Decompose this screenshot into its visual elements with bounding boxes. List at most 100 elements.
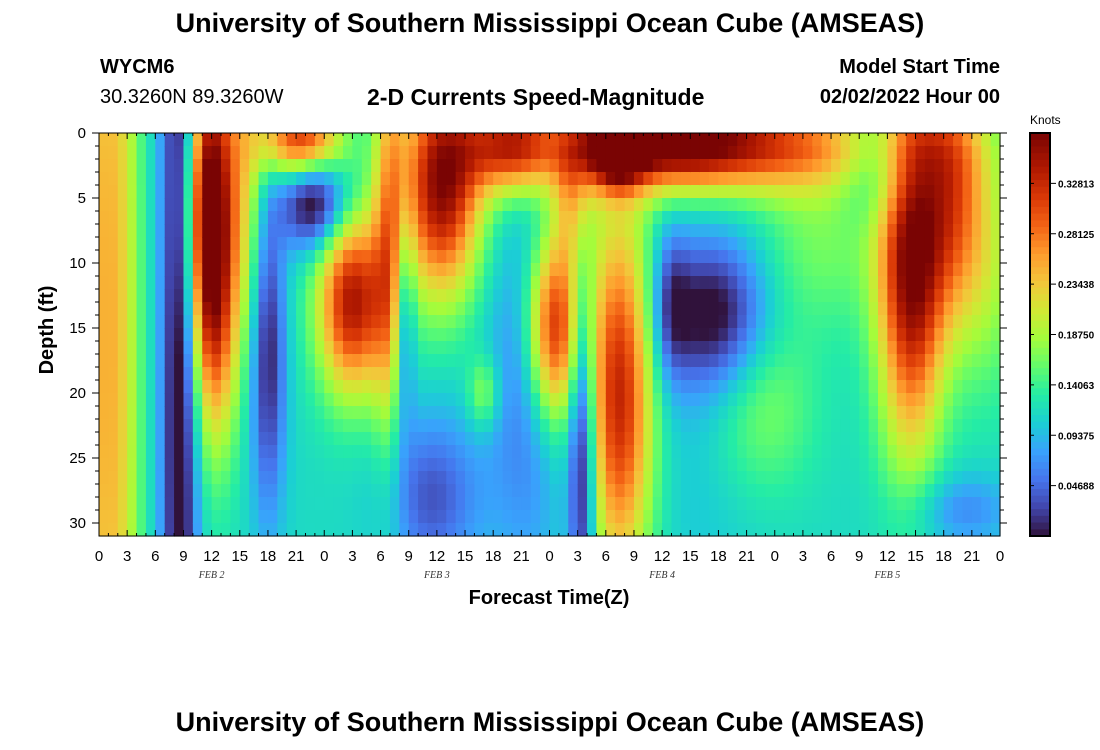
heatmap-cell <box>802 341 813 355</box>
heatmap-cell <box>408 328 419 342</box>
colorbar-swatch <box>1030 488 1050 497</box>
heatmap-cell <box>953 341 964 355</box>
heatmap-cell <box>145 172 156 186</box>
heatmap-cell <box>108 445 119 459</box>
heatmap-cell <box>324 211 335 225</box>
heatmap-cell <box>971 497 982 511</box>
heatmap-cell <box>277 328 288 342</box>
heatmap-cell <box>802 419 813 433</box>
heatmap-cell <box>108 250 119 264</box>
heatmap-cell <box>474 133 485 147</box>
heatmap-cell <box>221 458 231 472</box>
heatmap-cell <box>962 380 973 394</box>
heatmap-cell <box>981 172 992 186</box>
heatmap-cell <box>624 185 635 199</box>
heatmap-cell <box>906 211 917 225</box>
heatmap-cell <box>812 354 823 368</box>
heatmap-cell <box>587 185 598 199</box>
heatmap-cell <box>455 185 466 199</box>
heatmap-cell <box>774 497 785 511</box>
heatmap-cell <box>737 250 748 264</box>
heatmap-cell <box>587 497 598 511</box>
heatmap-cell <box>530 198 541 212</box>
heatmap-cell <box>389 341 400 355</box>
heatmap-cell <box>521 185 532 199</box>
heatmap-cell <box>174 419 185 433</box>
heatmap-cell <box>615 354 626 368</box>
x-tick-label: 15 <box>907 548 924 565</box>
heatmap-cell <box>971 263 982 277</box>
heatmap-cell <box>230 419 241 433</box>
heatmap-cell <box>596 302 607 316</box>
heatmap-cell <box>211 367 222 381</box>
heatmap-cell <box>727 523 738 537</box>
heatmap-cell <box>202 458 213 472</box>
heatmap-cell <box>99 445 109 459</box>
heatmap-cell <box>493 289 504 303</box>
heatmap-cell <box>455 172 466 186</box>
heatmap-cell <box>746 133 757 147</box>
heatmap-cell <box>333 185 344 199</box>
heatmap-cell <box>680 198 691 212</box>
heatmap-cell <box>530 341 541 355</box>
heatmap-cell <box>699 146 710 160</box>
heatmap-cell <box>127 432 138 446</box>
heatmap-cell <box>540 419 551 433</box>
heatmap-cell <box>737 289 748 303</box>
heatmap-cell <box>483 224 494 238</box>
heatmap-cell <box>389 276 400 290</box>
station-coordinates: 30.3260N 89.3260W <box>100 86 284 108</box>
heatmap-cell <box>530 432 541 446</box>
heatmap-cell <box>502 237 513 251</box>
heatmap-cell <box>108 133 119 147</box>
heatmap-cell <box>324 380 335 394</box>
heatmap-cell <box>427 510 438 524</box>
heatmap-cell <box>877 185 888 199</box>
heatmap-cell <box>887 159 898 173</box>
heatmap-cell <box>596 510 607 524</box>
heatmap-cell <box>859 133 870 147</box>
heatmap-cell <box>821 172 832 186</box>
heatmap-cell <box>971 198 982 212</box>
heatmap-cell <box>324 146 335 160</box>
heatmap-cell <box>784 419 795 433</box>
heatmap-cell <box>765 133 776 147</box>
heatmap-cell <box>868 458 879 472</box>
heatmap-cell <box>680 523 691 537</box>
heatmap-cell <box>408 510 419 524</box>
heatmap-cell <box>117 523 128 537</box>
heatmap-cell <box>849 445 860 459</box>
heatmap-cell <box>831 302 842 316</box>
heatmap-cell <box>389 198 400 212</box>
heatmap-cell <box>906 367 917 381</box>
heatmap-cell <box>427 393 438 407</box>
heatmap-cell <box>849 406 860 420</box>
heatmap-cell <box>333 146 344 160</box>
heatmap-cell <box>558 146 569 160</box>
colorbar-swatch <box>1030 206 1050 215</box>
heatmap-cell <box>596 263 607 277</box>
heatmap-cell <box>258 237 269 251</box>
heatmap-cell <box>709 315 720 329</box>
heatmap-cell <box>511 419 522 433</box>
heatmap-cell <box>802 523 813 537</box>
heatmap-cell <box>230 159 241 173</box>
heatmap-cell <box>868 185 879 199</box>
heatmap-cell <box>596 198 607 212</box>
heatmap-cell <box>258 133 269 147</box>
heatmap-cell <box>108 458 119 472</box>
heatmap-cell <box>352 419 363 433</box>
heatmap-cell <box>99 419 109 433</box>
heatmap-cell <box>296 250 307 264</box>
heatmap-cell <box>249 497 260 511</box>
heatmap-cell <box>699 406 710 420</box>
heatmap-cell <box>849 393 860 407</box>
heatmap-cell <box>230 406 241 420</box>
heatmap-cell <box>202 198 213 212</box>
heatmap-cell <box>127 510 138 524</box>
heatmap-cell <box>230 497 241 511</box>
heatmap-cell <box>286 250 297 264</box>
x-tick-label: 0 <box>320 548 328 565</box>
heatmap-cell <box>380 198 391 212</box>
heatmap-cell <box>380 354 391 368</box>
